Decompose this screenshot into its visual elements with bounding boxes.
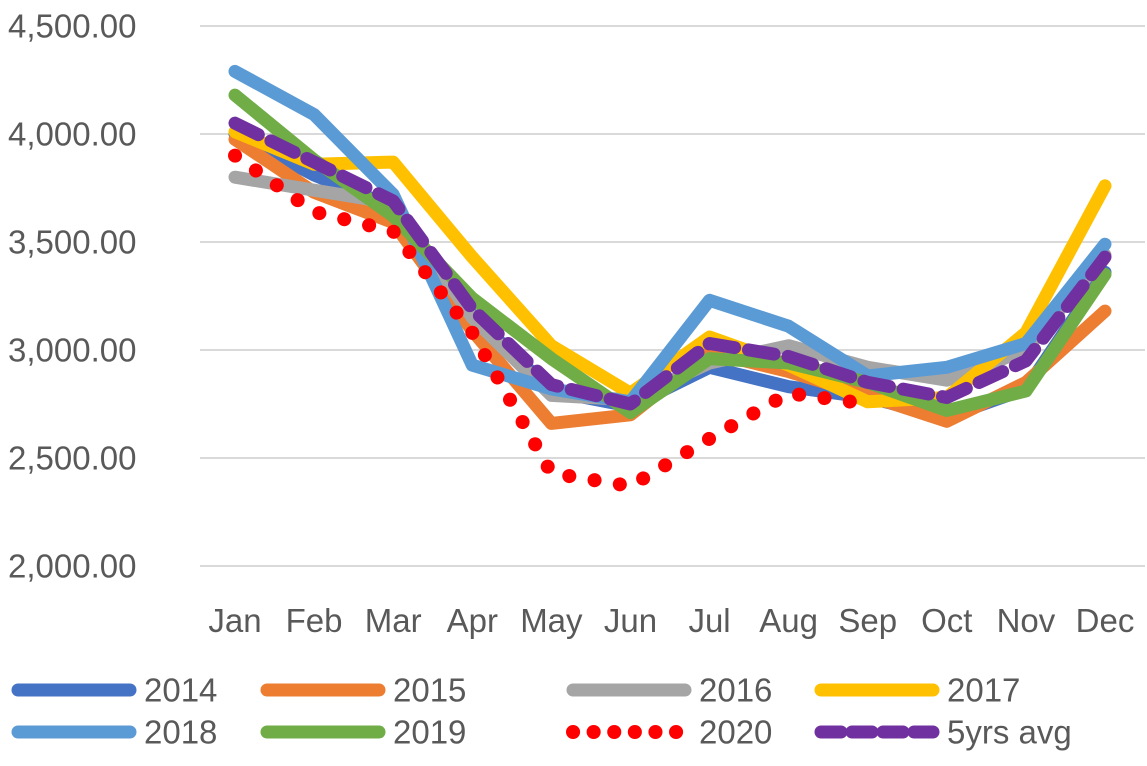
legend-label-2020: 2020 — [699, 714, 772, 751]
x-axis-tick-label: Nov — [997, 602, 1056, 639]
x-axis-tick-label: Dec — [1076, 602, 1135, 639]
y-axis-tick-label: 3,000.00 — [8, 332, 136, 369]
y-axis-tick-label: 4,500.00 — [8, 8, 136, 45]
x-axis-tick-label: Mar — [365, 602, 422, 639]
x-axis-tick-label: Feb — [286, 602, 343, 639]
legend-label-2014: 2014 — [144, 672, 217, 709]
legend-label-2017: 2017 — [947, 672, 1020, 709]
legend-label-5yrs-avg: 5yrs avg — [947, 714, 1072, 751]
y-axis-tick-label: 3,500.00 — [8, 224, 136, 261]
x-axis-tick-label: Jun — [604, 602, 657, 639]
x-axis-tick-label: Jul — [688, 602, 730, 639]
x-axis-tick-label: Aug — [759, 602, 818, 639]
x-axis-tick-label: May — [520, 602, 583, 639]
x-axis-tick-label: Oct — [921, 602, 972, 639]
series-line-2019 — [228, 88, 1112, 420]
y-axis-tick-label: 2,000.00 — [8, 548, 136, 585]
x-axis-tick-label: Apr — [447, 602, 498, 639]
x-axis-tick-label: Jan — [208, 602, 261, 639]
y-axis-tick-label: 2,500.00 — [8, 440, 136, 477]
x-axis-tick-label: Sep — [838, 602, 897, 639]
series-line-2018 — [228, 64, 1112, 409]
series-line-2020 — [228, 148, 875, 494]
series-line-5yrs-avg — [228, 116, 1112, 411]
legend-label-2015: 2015 — [393, 672, 466, 709]
legend-label-2019: 2019 — [393, 714, 466, 751]
legend-label-2016: 2016 — [699, 672, 772, 709]
y-axis-tick-label: 4,000.00 — [8, 116, 136, 153]
legend-label-2018: 2018 — [144, 714, 217, 751]
